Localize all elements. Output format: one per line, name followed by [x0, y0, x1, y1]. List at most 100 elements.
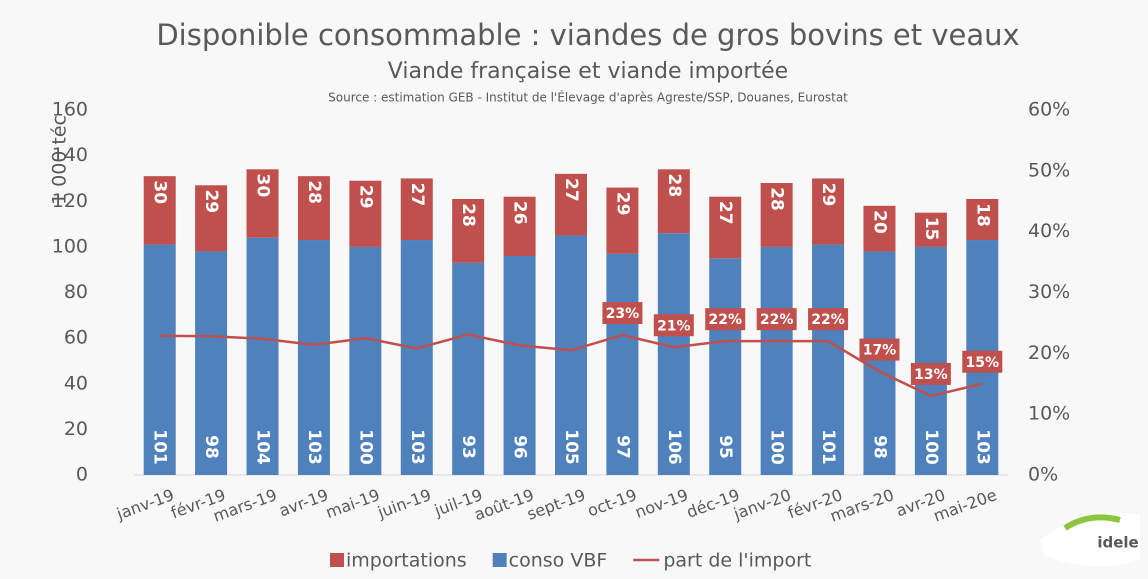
- y2-tick-label: 60%: [1028, 99, 1070, 121]
- bar-value-label: 95: [715, 435, 735, 459]
- bar: [606, 253, 639, 475]
- bar: [606, 187, 639, 254]
- bar: [349, 246, 382, 475]
- legend-label: importations: [346, 550, 467, 572]
- y-tick-label: 140: [52, 144, 88, 166]
- line-value-label: 23%: [606, 306, 640, 322]
- y2-tick-label: 0%: [1028, 464, 1058, 486]
- bar: [657, 233, 690, 475]
- source: Source : estimation GEB - Institut de l'…: [328, 90, 848, 105]
- bar: [246, 237, 279, 475]
- logo: idele: [1040, 512, 1140, 567]
- bar-value-label: 100: [355, 429, 375, 465]
- bar-value-label: 18: [972, 203, 992, 227]
- line-value-label: 22%: [760, 312, 794, 328]
- bar-value-label: 98: [869, 435, 889, 459]
- legend-label: conso VBF: [509, 550, 608, 572]
- line-label-box: [653, 314, 694, 337]
- y-tick-label: 100: [52, 235, 88, 257]
- bar-value-label: 26: [510, 201, 530, 225]
- bar: [657, 169, 690, 234]
- line-label-box: [910, 362, 951, 385]
- bar: [143, 176, 176, 245]
- bar: [760, 246, 793, 475]
- bar-value-label: 29: [355, 185, 375, 209]
- bar-value-label: 27: [561, 178, 581, 202]
- bar: [246, 169, 279, 238]
- bar: [452, 262, 485, 475]
- bar: [555, 173, 587, 236]
- line-value-label: 13%: [914, 367, 948, 383]
- legend-label: part de l'import: [663, 550, 811, 572]
- chart-subtitle: Viande française et viande importée: [388, 59, 788, 84]
- bar-value-label: 27: [407, 183, 427, 207]
- bar: [966, 198, 999, 241]
- line-value-label: 15%: [966, 355, 1000, 371]
- bar: [297, 176, 330, 241]
- bar: [863, 205, 896, 252]
- chart-title: Disponible consommable : viandes de gros…: [156, 18, 1019, 52]
- line-label-box: [808, 308, 849, 331]
- logo-text: idele: [1097, 534, 1138, 552]
- bar-value-label: 29: [201, 189, 221, 213]
- y-tick-label: 80: [64, 281, 88, 303]
- line-label-box: [962, 350, 1003, 373]
- bar: [709, 196, 742, 259]
- y2-tick-label: 20%: [1028, 342, 1070, 364]
- y-tick-label: 120: [52, 190, 88, 212]
- bar-value-label: 96: [510, 435, 530, 459]
- bar-value-label: 103: [972, 429, 992, 465]
- y-tick-label: 0: [76, 464, 88, 486]
- bar: [195, 185, 228, 252]
- bar-value-label: 103: [304, 429, 324, 465]
- legend-swatch: [330, 553, 344, 567]
- bar-value-label: 100: [921, 429, 941, 465]
- logo-swoosh: [1063, 514, 1121, 531]
- line-value-label: 22%: [708, 312, 742, 328]
- bar-value-label: 28: [767, 187, 787, 211]
- bar-value-label: 106: [664, 429, 684, 465]
- bar-value-label: 20: [869, 210, 889, 234]
- line-label-box: [705, 308, 746, 331]
- bar: [195, 251, 228, 475]
- bar: [143, 244, 176, 475]
- y-tick-label: 60: [64, 327, 88, 349]
- line-value-label: 22%: [811, 312, 845, 328]
- legend-swatch: [492, 553, 507, 567]
- bar-value-label: 93: [458, 435, 478, 459]
- line-value-label: 17%: [863, 343, 897, 359]
- y2-tick-label: 50%: [1028, 159, 1070, 181]
- bar: [503, 256, 536, 475]
- bar-value-label: 97: [612, 435, 632, 459]
- bar-value-label: 105: [561, 429, 581, 465]
- bar-value-label: 104: [253, 429, 273, 465]
- bar: [760, 183, 793, 247]
- bar: [503, 196, 536, 256]
- bar: [452, 198, 485, 263]
- bar: [914, 246, 947, 475]
- y-tick-label: 20: [64, 418, 88, 440]
- line-label-box: [859, 338, 900, 361]
- bar: [914, 212, 947, 247]
- bar-value-label: 30: [150, 180, 170, 204]
- bar: [812, 178, 845, 245]
- bar: [863, 251, 896, 475]
- y-tick-label: 160: [52, 99, 88, 121]
- line-label-box: [602, 302, 643, 325]
- bar-value-label: 103: [407, 429, 427, 465]
- line-label-box: [756, 308, 797, 331]
- bar-value-label: 28: [458, 203, 478, 227]
- bar-value-label: 100: [767, 429, 787, 465]
- line-value-label: 21%: [657, 318, 691, 334]
- bar-value-label: 98: [201, 435, 221, 459]
- bar: [400, 178, 433, 241]
- bar-value-label: 101: [818, 429, 838, 465]
- bar: [297, 240, 330, 475]
- y-axis-label: 1 000 téc: [49, 115, 71, 205]
- y2-tick-label: 30%: [1028, 281, 1070, 303]
- bar: [555, 235, 587, 475]
- bar-value-label: 27: [715, 201, 735, 225]
- bar: [709, 258, 742, 475]
- bar: [400, 240, 433, 475]
- bar-value-label: 28: [664, 173, 684, 197]
